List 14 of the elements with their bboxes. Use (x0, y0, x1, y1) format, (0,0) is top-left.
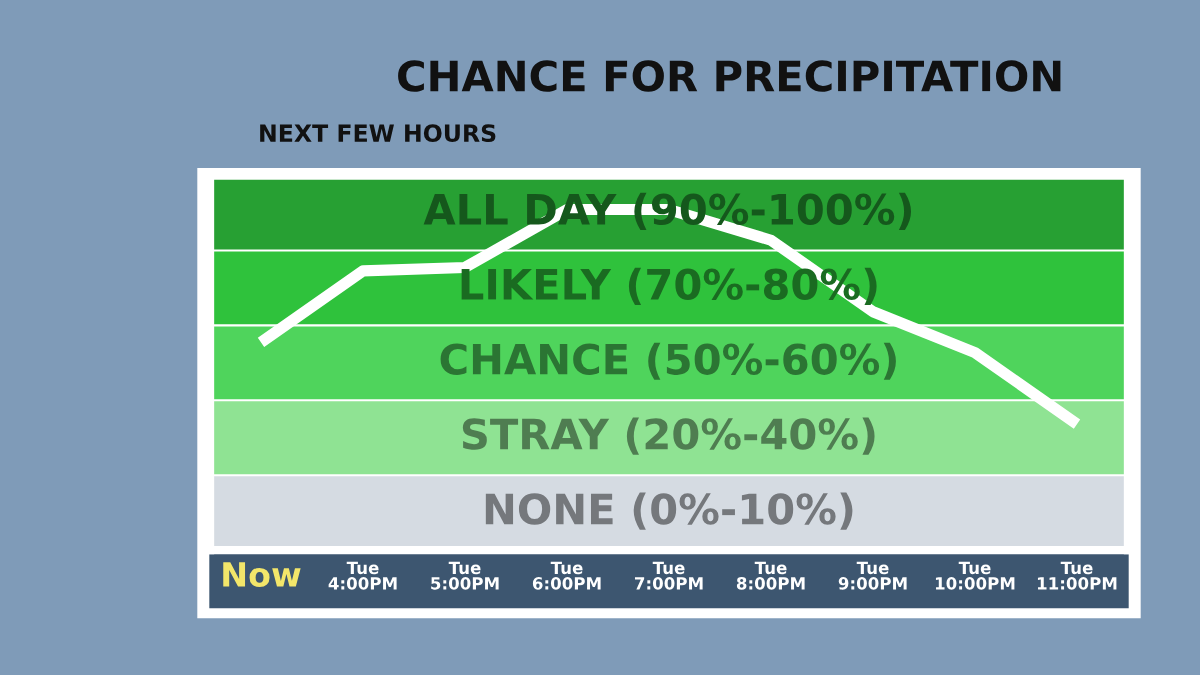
band-label: NONE (0%-10%) (485, 492, 853, 530)
x-tick-label: Tue 8:00PM (736, 561, 805, 590)
x-tick-label: Tue 7:00PM (634, 561, 703, 590)
x-tick-label: Tue 6:00PM (532, 561, 601, 590)
x-tick-label: Tue 10:00PM (935, 561, 1015, 590)
x-tick-label: Tue 11:00PM (1037, 561, 1117, 590)
x-tick-label: Tue 9:00PM (838, 561, 907, 590)
chart-title: CHANCE FOR PRECIPITATION (398, 60, 1061, 92)
band-label: CHANCE (50%-60%) (440, 342, 896, 380)
x-tick-label: Now (223, 562, 301, 588)
band-label: STRAY (20%-40%) (462, 417, 875, 455)
x-tick-label: Tue 5:00PM (431, 561, 499, 590)
chart-subtitle: NEXT FEW HOURS (260, 124, 496, 143)
x-tick-label: Tue 4:00PM (328, 561, 397, 590)
